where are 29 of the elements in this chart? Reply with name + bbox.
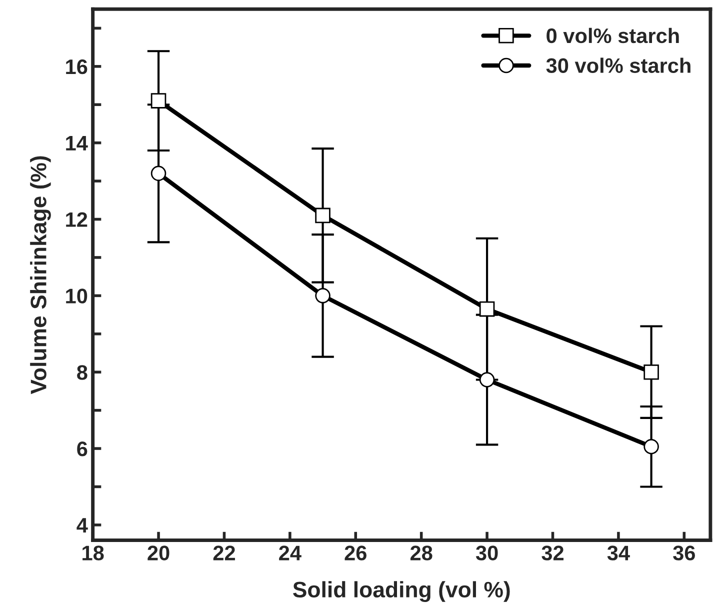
y-tick-label: 12: [66, 212, 88, 227]
legend-label: 30 vol% starch: [546, 58, 690, 74]
point: [644, 438, 659, 454]
x-tick-label: 32: [542, 546, 564, 560]
y-tick-label: 8: [77, 365, 88, 380]
point: [150, 93, 166, 108]
point: [315, 208, 330, 224]
x-tick-label: 36: [673, 546, 695, 560]
y-axis-title: Volume Shirinkage (%): [30, 156, 51, 394]
point: [150, 166, 166, 182]
x-tick-label: 34: [607, 546, 630, 560]
point: [644, 364, 659, 380]
x-axis-title: Solid loading (vol %): [293, 581, 510, 602]
legend-label: 0 vol% starch: [546, 28, 679, 44]
x-tick-label: 18: [82, 546, 104, 560]
x-tick-label: 20: [148, 546, 170, 560]
y-tick-label: 16: [66, 59, 88, 74]
x-tick-label: 28: [410, 546, 432, 560]
y-tick-label: 6: [77, 442, 88, 456]
y-tick-label: 10: [66, 288, 88, 304]
y-tick-label: 4: [76, 518, 88, 532]
x-tick-label: 30: [476, 546, 498, 560]
point: [479, 301, 495, 317]
x-tick-label: 24: [279, 546, 302, 560]
point: [315, 288, 330, 304]
point: [479, 372, 495, 388]
x-tick-label: 22: [213, 546, 235, 560]
x-tick-label: 26: [344, 546, 366, 560]
y-tick-label: 14: [66, 136, 88, 150]
